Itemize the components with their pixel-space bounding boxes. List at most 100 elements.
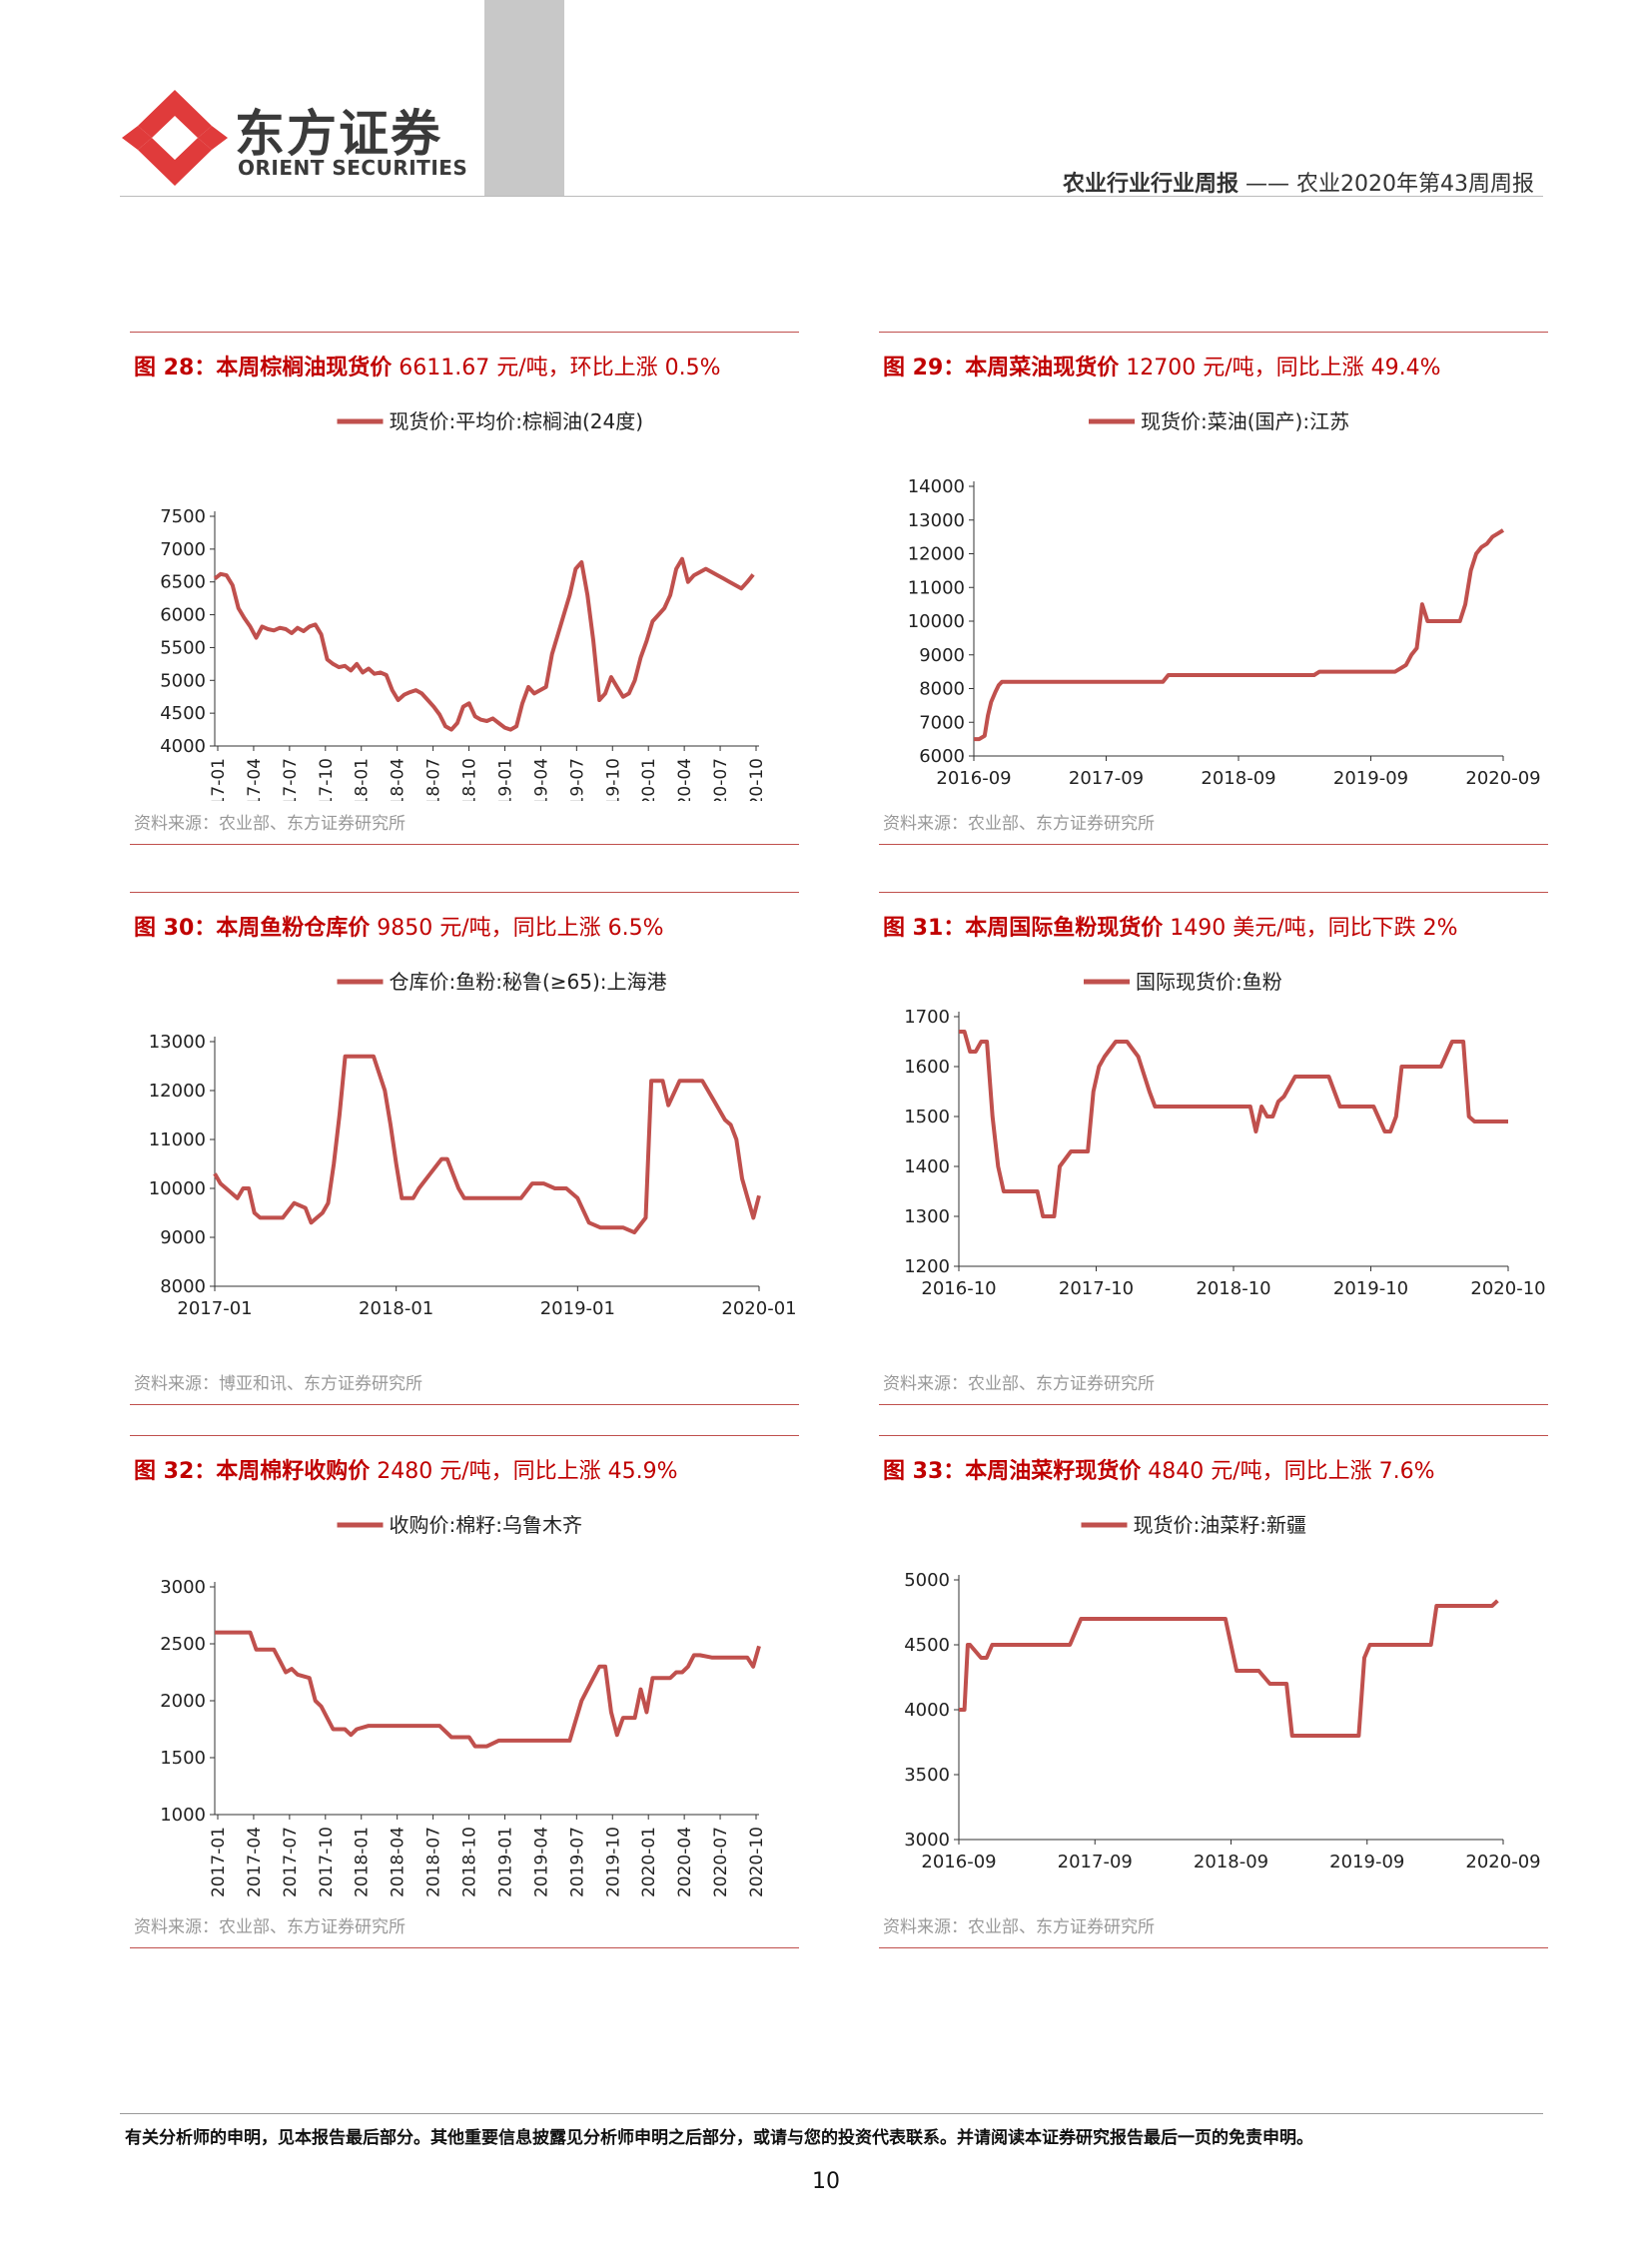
figure-title: 图 31：本周国际鱼粉现货价 1490 美元/吨，同比下跌 2%	[883, 910, 1458, 942]
logo: 东方证券 ORIENT SECURITIES	[120, 88, 479, 188]
report-title-bold: 农业行业行业周报	[1063, 172, 1239, 197]
figure-source: 资料来源：农业部、东方证券研究所	[134, 1917, 406, 1937]
x-tick-label: 2017-10	[1059, 1278, 1134, 1299]
x-tick-label: 2019-07	[567, 758, 587, 801]
y-tick-label: 4500	[904, 1635, 950, 1656]
page-number: 10	[812, 2169, 840, 2194]
panel-top-rule	[879, 1435, 1548, 1436]
y-tick-label: 6500	[160, 572, 206, 593]
figure-title-rest: 2480 元/吨，同比上涨 45.9%	[370, 1459, 678, 1484]
x-tick-label: 2017-09	[1069, 768, 1144, 789]
x-tick-label: 2017-01	[209, 758, 229, 801]
x-tick-label: 2016-10	[921, 1278, 996, 1299]
y-tick-label: 1400	[904, 1156, 950, 1177]
figure-label: 图 29：	[883, 356, 966, 380]
legend-label: 收购价:棉籽:乌鲁木齐	[390, 1513, 582, 1537]
panel-bottom-rule	[130, 1947, 799, 1948]
figure-title-rest: 6611.67 元/吨，环比上涨 0.5%	[392, 356, 721, 380]
x-tick-label: 2020-04	[675, 758, 695, 801]
panel-top-rule	[879, 892, 1548, 893]
x-tick-label: 2017-07	[281, 1827, 301, 1897]
series-line	[213, 1054, 761, 1235]
figure-title-rest: 4840 元/吨，同比上涨 7.6%	[1141, 1459, 1435, 1484]
x-tick-label: 2017-10	[317, 758, 337, 801]
x-tick-label: 2020-07	[711, 758, 731, 801]
x-tick-label: 2016-09	[921, 1852, 996, 1872]
figure-title-rest: 1490 美元/吨，同比下跌 2%	[1163, 916, 1458, 941]
figure-31-panel: 图 31：本周国际鱼粉现货价 1490 美元/吨，同比下跌 2% 国际现货价:鱼…	[879, 892, 1548, 1411]
x-tick-label: 2020-09	[1465, 768, 1540, 789]
y-tick-label: 9000	[160, 1227, 206, 1248]
x-tick-label: 2019-07	[567, 1827, 587, 1897]
figure-title: 图 32：本周棉籽收购价 2480 元/吨，同比上涨 45.9%	[134, 1453, 678, 1485]
y-tick-label: 10000	[908, 611, 965, 632]
figure-source: 资料来源：农业部、东方证券研究所	[883, 814, 1155, 834]
y-tick-label: 11000	[908, 577, 965, 598]
footer-divider	[120, 2113, 1543, 2114]
x-tick-label: 2019-09	[1329, 1852, 1404, 1872]
x-tick-label: 2018-01	[353, 1827, 373, 1897]
y-tick-label: 10000	[149, 1178, 206, 1199]
report-title-rest: 农业2020年第43周周报	[1296, 172, 1534, 197]
x-tick-label: 2019-10	[1333, 1278, 1408, 1299]
y-tick-label: 1000	[160, 1805, 206, 1826]
figure-title-bold: 本周菜油现货价	[965, 356, 1120, 380]
figure-source: 资料来源：农业部、东方证券研究所	[883, 1374, 1155, 1394]
x-tick-label: 2020-01	[639, 758, 659, 801]
x-tick-label: 2019-01	[540, 1298, 615, 1319]
panel-bottom-rule	[130, 1404, 799, 1405]
x-tick-label: 2017-04	[245, 1827, 265, 1897]
panel-bottom-rule	[130, 844, 799, 845]
y-tick-label: 7000	[919, 712, 965, 733]
panel-top-rule	[130, 332, 799, 333]
x-tick-label: 2019-04	[531, 758, 551, 801]
x-tick-label: 2018-10	[460, 758, 480, 801]
y-tick-label: 1200	[904, 1256, 950, 1277]
figure-title: 图 30：本周鱼粉仓库价 9850 元/吨，同比上涨 6.5%	[134, 910, 664, 942]
figure-29-panel: 图 29：本周菜油现货价 12700 元/吨，同比上涨 49.4% 现货价:菜油…	[879, 332, 1548, 851]
logo-english-name: ORIENT SECURITIES	[238, 156, 468, 180]
x-tick-label: 2020-10	[1470, 1278, 1545, 1299]
x-tick-label: 2018-07	[424, 1827, 444, 1897]
x-tick-label: 2020-07	[711, 1827, 731, 1897]
intl-fishmeal-chart: 国际现货价:鱼粉 1200 1300 1400 1500 1600 1700 2016-10 2…	[904, 970, 1545, 1299]
y-tick-label: 1500	[160, 1748, 206, 1769]
figure-32-panel: 图 32：本周棉籽收购价 2480 元/吨，同比上涨 45.9% 收购价:棉籽:…	[130, 1435, 799, 1954]
y-tick-label: 1500	[904, 1107, 950, 1127]
panel-top-rule	[130, 1435, 799, 1436]
legend-label: 现货价:菜油(国产):江苏	[1141, 409, 1349, 433]
y-tick-label: 4500	[160, 703, 206, 724]
legend: 国际现货价:鱼粉	[1084, 970, 1282, 994]
y-tick-label: 12000	[908, 544, 965, 565]
x-tick-label: 2018-09	[1201, 768, 1275, 789]
x-tick-label: 2020-10	[747, 758, 767, 801]
legend-label: 国际现货价:鱼粉	[1136, 970, 1282, 994]
y-tick-label: 4000	[160, 736, 206, 757]
figure-title-bold: 本周鱼粉仓库价	[216, 916, 371, 941]
legend: 收购价:棉籽:乌鲁木齐	[337, 1513, 582, 1537]
x-tick-label: 2019-09	[1333, 768, 1408, 789]
x-tick-label: 2020-04	[675, 1827, 695, 1897]
figure-33-panel: 图 33：本周油菜籽现货价 4840 元/吨，同比上涨 7.6% 现货价:油菜籽…	[879, 1435, 1548, 1954]
series-line	[215, 1630, 761, 1749]
figure-label: 图 31：	[883, 916, 966, 941]
y-tick-label: 3500	[904, 1765, 950, 1786]
x-tick-label: 2018-10	[1196, 1278, 1270, 1299]
figure-30-panel: 图 30：本周鱼粉仓库价 9850 元/吨，同比上涨 6.5% 仓库价:鱼粉:秘…	[130, 892, 799, 1411]
y-tick-label: 3000	[904, 1830, 950, 1851]
y-tick-label: 9000	[919, 645, 965, 666]
y-tick-label: 2000	[160, 1691, 206, 1712]
figure-label: 图 30：	[134, 916, 217, 941]
y-tick-label: 5500	[160, 637, 206, 658]
x-tick-label: 2018-01	[353, 758, 373, 801]
cottonseed-chart: 收购价:棉籽:乌鲁木齐 1000 1500 2000 2500 3000 2017-01 20…	[160, 1513, 767, 1897]
series-line	[959, 1030, 1508, 1218]
figure-title-bold: 本周国际鱼粉现货价	[965, 916, 1164, 941]
figure-title-rest: 12700 元/吨，同比上涨 49.4%	[1119, 356, 1441, 380]
figure-source: 资料来源：博亚和讯、东方证券研究所	[134, 1374, 422, 1394]
series-line	[959, 1599, 1499, 1738]
figure-title: 图 28：本周棕榈油现货价 6611.67 元/吨，环比上涨 0.5%	[134, 350, 721, 381]
y-tick-label: 3000	[160, 1577, 206, 1598]
y-tick-label: 13000	[908, 510, 965, 531]
y-tick-label: 8000	[919, 679, 965, 700]
